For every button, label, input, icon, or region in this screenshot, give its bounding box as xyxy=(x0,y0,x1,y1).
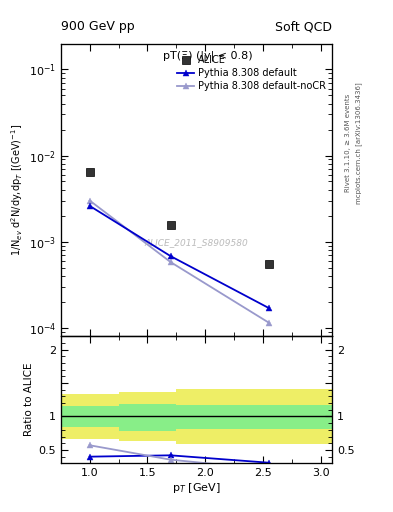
Pythia 8.308 default xyxy=(266,305,271,311)
Legend: ALICE, Pythia 8.308 default, Pythia 8.308 default-noCR: ALICE, Pythia 8.308 default, Pythia 8.30… xyxy=(176,54,327,92)
Line: ALICE: ALICE xyxy=(86,168,272,268)
Text: pT(Ξ) (|y| < 0.8): pT(Ξ) (|y| < 0.8) xyxy=(163,51,252,61)
Y-axis label: 1/N$_{ev}$ d$^2$N/dy,dp$_T$ [(GeV)$^{-1}$]: 1/N$_{ev}$ d$^2$N/dy,dp$_T$ [(GeV)$^{-1}… xyxy=(9,124,24,256)
X-axis label: p$_T$ [GeV]: p$_T$ [GeV] xyxy=(172,481,221,495)
Line: Pythia 8.308 default-noCR: Pythia 8.308 default-noCR xyxy=(86,197,272,326)
Text: Soft QCD: Soft QCD xyxy=(275,20,332,33)
Y-axis label: Ratio to ALICE: Ratio to ALICE xyxy=(24,363,34,437)
Text: ALICE_2011_S8909580: ALICE_2011_S8909580 xyxy=(145,238,248,247)
ALICE xyxy=(87,168,92,175)
Pythia 8.308 default-noCR xyxy=(266,319,271,326)
Text: 900 GeV pp: 900 GeV pp xyxy=(61,20,134,33)
Pythia 8.308 default xyxy=(87,203,92,209)
Text: Rivet 3.1.10, ≥ 3.6M events: Rivet 3.1.10, ≥ 3.6M events xyxy=(345,94,351,193)
Pythia 8.308 default-noCR xyxy=(87,198,92,204)
Text: mcplots.cern.ch [arXiv:1306.3436]: mcplots.cern.ch [arXiv:1306.3436] xyxy=(356,82,362,204)
ALICE xyxy=(168,222,173,228)
Line: Pythia 8.308 default: Pythia 8.308 default xyxy=(86,202,272,311)
Pythia 8.308 default xyxy=(168,253,173,259)
ALICE xyxy=(266,261,271,267)
Pythia 8.308 default-noCR xyxy=(168,259,173,265)
